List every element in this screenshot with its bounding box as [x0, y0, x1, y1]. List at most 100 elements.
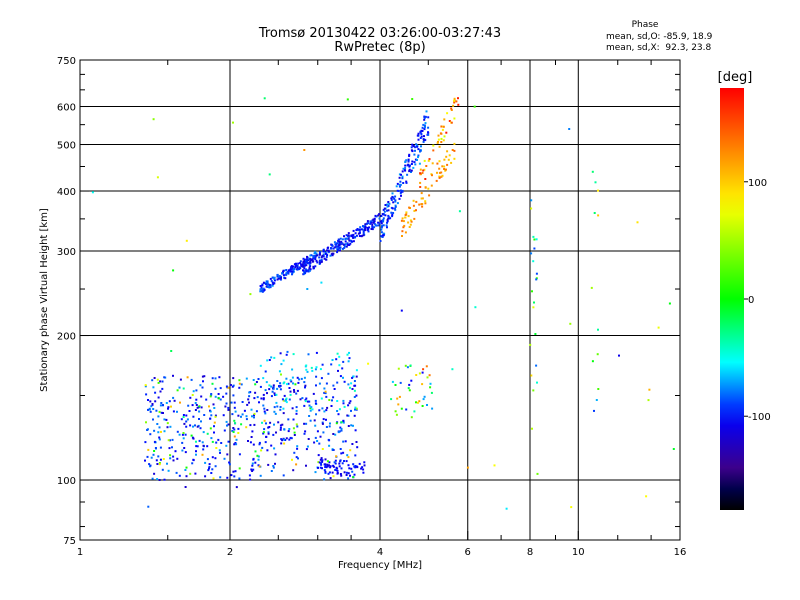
data-point: [394, 384, 397, 386]
data-point: [162, 412, 164, 414]
data-point: [345, 245, 348, 248]
data-point: [418, 203, 421, 206]
data-point: [314, 399, 317, 402]
data-point: [329, 466, 332, 469]
data-point: [530, 252, 533, 255]
data-point: [338, 244, 341, 246]
data-point: [293, 389, 295, 391]
data-point: [303, 258, 306, 261]
data-point: [413, 410, 416, 413]
data-point: [343, 246, 346, 249]
data-point: [368, 226, 371, 229]
data-point: [535, 238, 538, 241]
data-point: [287, 269, 290, 272]
data-point: [251, 430, 254, 433]
data-point: [356, 228, 359, 230]
data-point: [145, 393, 148, 396]
data-point: [261, 446, 264, 449]
data-point: [251, 464, 254, 467]
data-point: [266, 359, 269, 362]
data-point: [530, 199, 533, 202]
data-point: [308, 266, 311, 269]
data-point: [407, 387, 410, 390]
data-point: [422, 169, 425, 172]
data-point: [326, 249, 328, 252]
data-point: [296, 389, 299, 392]
data-point: [228, 461, 231, 464]
data-point: [423, 128, 426, 131]
data-point: [473, 105, 476, 108]
data-point: [348, 467, 351, 470]
data-point: [373, 220, 376, 223]
data-point: [213, 421, 216, 424]
data-point: [325, 258, 328, 261]
data-point: [318, 382, 321, 385]
data-point: [335, 455, 338, 458]
data-point: [347, 383, 350, 386]
data-point: [320, 377, 323, 380]
data-point: [353, 384, 356, 387]
data-point: [157, 431, 160, 434]
data-point: [355, 394, 358, 397]
data-point: [286, 383, 288, 386]
data-point: [344, 243, 347, 246]
data-point: [233, 435, 236, 438]
data-point: [427, 126, 430, 129]
data-point: [408, 155, 411, 157]
data-point: [302, 257, 305, 260]
data-point: [241, 413, 244, 416]
data-point: [153, 450, 156, 452]
data-point: [342, 421, 345, 424]
data-point: [233, 443, 236, 446]
data-point: [158, 426, 161, 429]
data-point: [168, 447, 171, 450]
data-point: [309, 265, 312, 268]
data-point: [437, 134, 440, 137]
data-point: [318, 461, 321, 464]
data-point: [315, 252, 318, 255]
data-point: [323, 410, 326, 413]
data-point: [312, 260, 315, 263]
data-point: [161, 404, 164, 407]
data-point: [413, 209, 416, 212]
data-point: [252, 379, 255, 381]
data-point: [424, 186, 427, 189]
data-point: [270, 395, 273, 398]
data-point: [240, 383, 243, 386]
data-point: [270, 444, 273, 447]
data-point: [270, 279, 273, 282]
data-point: [657, 326, 660, 329]
y-tick-label: 200: [57, 332, 76, 343]
data-point: [362, 468, 365, 471]
data-point: [327, 250, 330, 252]
data-point: [417, 154, 420, 157]
data-point: [423, 116, 426, 118]
data-point: [307, 438, 310, 440]
data-point: [209, 427, 212, 430]
data-point: [273, 447, 276, 450]
data-point: [328, 444, 331, 447]
data-point: [313, 419, 316, 422]
data-point: [257, 455, 260, 458]
data-point: [192, 390, 195, 393]
data-point: [315, 254, 318, 257]
data-point: [568, 128, 571, 130]
data-point: [172, 410, 175, 413]
data-point: [325, 255, 328, 258]
data-point: [329, 477, 332, 480]
data-point: [438, 145, 441, 148]
data-point: [266, 392, 268, 395]
data-point: [409, 364, 412, 367]
data-point: [326, 254, 329, 256]
data-point: [360, 235, 363, 238]
data-point: [330, 363, 333, 366]
data-point: [259, 474, 262, 477]
data-point: [309, 268, 312, 271]
data-point: [440, 141, 443, 143]
data-point: [194, 472, 197, 475]
data-point: [160, 402, 163, 404]
data-point: [274, 453, 277, 456]
data-point: [378, 213, 381, 216]
data-point: [408, 226, 411, 228]
data-point: [302, 269, 304, 272]
